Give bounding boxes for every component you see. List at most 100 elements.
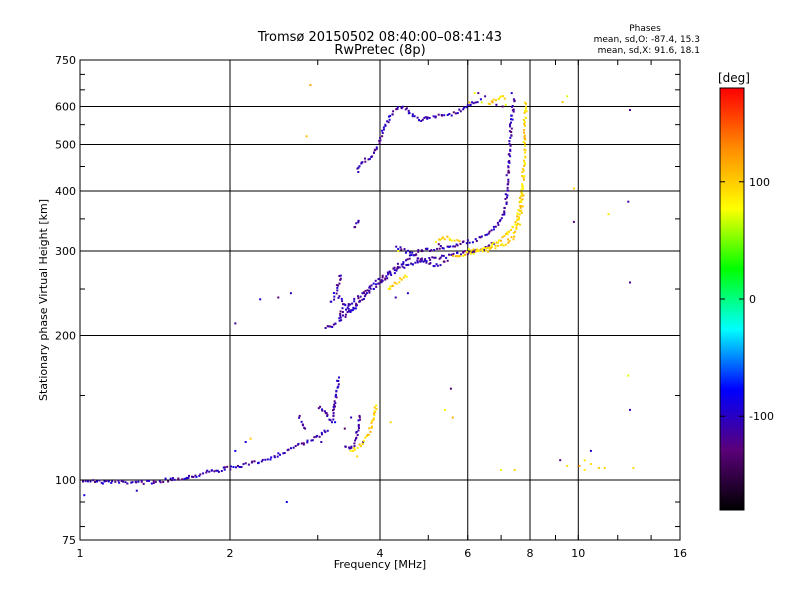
- point-o-mode: [348, 447, 351, 450]
- point-x-mode: [441, 237, 443, 240]
- point-x-mode: [480, 101, 483, 104]
- point-o-mode: [433, 256, 436, 259]
- y-tick-label: 75: [62, 534, 76, 547]
- point-o-mode: [449, 387, 452, 390]
- point-x-mode: [398, 281, 401, 284]
- point-o-mode: [344, 313, 347, 316]
- point-o-mode: [488, 244, 491, 247]
- point-o-mode: [503, 213, 506, 216]
- point-o-mode: [344, 304, 347, 307]
- point-o-mode: [177, 478, 180, 481]
- point-x-mode: [443, 408, 446, 411]
- point-x-mode: [520, 209, 523, 212]
- point-o-mode: [471, 101, 474, 104]
- point-o-mode: [355, 431, 358, 433]
- point-o-mode: [498, 220, 501, 223]
- point-o-mode: [402, 261, 405, 264]
- point-x-mode: [249, 437, 252, 440]
- point-o-mode: [358, 427, 360, 430]
- point-x-mode: [500, 243, 503, 246]
- point-o-mode: [342, 303, 344, 306]
- point-o-mode: [423, 259, 426, 262]
- point-o-mode: [405, 259, 407, 262]
- point-o-mode: [356, 167, 359, 170]
- point-o-mode: [508, 153, 511, 156]
- point-o-mode: [326, 429, 329, 432]
- point-o-mode: [181, 478, 184, 481]
- point-o-mode: [347, 303, 350, 306]
- point-x-mode: [481, 250, 484, 253]
- point-x-mode: [500, 468, 503, 471]
- point-o-mode: [107, 480, 110, 483]
- point-o-mode: [158, 480, 161, 483]
- point-x-mode: [518, 216, 520, 219]
- point-o-mode: [334, 421, 337, 424]
- point-x-mode: [523, 164, 526, 167]
- point-o-mode: [333, 400, 336, 403]
- point-o-mode: [509, 125, 511, 128]
- point-o-mode: [508, 140, 511, 143]
- point-o-mode: [477, 92, 480, 95]
- point-o-mode: [425, 260, 428, 263]
- point-x-mode: [505, 233, 508, 235]
- point-o-mode: [172, 477, 174, 480]
- point-x-mode: [372, 418, 375, 421]
- point-o-mode: [423, 116, 426, 119]
- point-x-mode: [603, 466, 606, 469]
- point-x-mode: [501, 236, 504, 239]
- point-o-mode: [368, 285, 371, 288]
- point-o-mode: [169, 477, 172, 480]
- point-o-mode: [384, 124, 387, 127]
- point-o-mode: [507, 165, 510, 168]
- point-o-mode: [396, 265, 399, 268]
- point-x-mode: [512, 232, 515, 234]
- point-o-mode: [347, 310, 350, 313]
- point-x-mode: [488, 248, 491, 251]
- point-o-mode: [507, 183, 510, 186]
- point-o-mode: [379, 136, 382, 139]
- point-o-mode: [378, 139, 381, 142]
- point-x-mode: [521, 192, 524, 195]
- point-x-mode: [520, 211, 523, 214]
- point-o-mode: [395, 269, 398, 272]
- point-x-mode: [462, 254, 465, 257]
- point-x-mode: [525, 117, 527, 120]
- point-x-mode: [502, 244, 505, 247]
- point-o-mode: [401, 105, 404, 108]
- point-o-mode: [410, 262, 413, 265]
- point-o-mode: [501, 105, 504, 108]
- point-o-mode: [159, 481, 162, 484]
- point-o-mode: [420, 120, 423, 122]
- point-x-mode: [456, 239, 459, 242]
- point-x-mode: [523, 122, 526, 125]
- point-o-mode: [150, 482, 153, 485]
- point-o-mode: [400, 263, 403, 266]
- point-o-mode: [417, 257, 420, 260]
- point-o-mode: [135, 489, 138, 492]
- point-x-mode: [522, 119, 525, 121]
- point-o-mode: [393, 272, 396, 275]
- point-o-mode: [353, 297, 356, 300]
- point-o-mode: [589, 449, 592, 452]
- point-o-mode: [559, 459, 562, 462]
- point-o-mode: [300, 420, 303, 423]
- stats-heading: Phases: [629, 24, 661, 34]
- point-x-mode: [511, 226, 514, 229]
- grid-lines: [80, 60, 680, 540]
- point-x-mode: [483, 247, 486, 249]
- point-o-mode: [375, 146, 378, 149]
- point-o-mode: [412, 254, 415, 257]
- point-o-mode: [426, 116, 429, 119]
- point-o-mode: [510, 92, 513, 95]
- point-o-mode: [321, 433, 323, 436]
- point-o-mode: [368, 286, 371, 289]
- point-x-mode: [502, 95, 504, 98]
- point-o-mode: [395, 108, 398, 111]
- point-o-mode: [290, 447, 292, 450]
- point-o-mode: [396, 262, 399, 265]
- point-o-mode: [365, 292, 368, 295]
- point-x-mode: [366, 433, 369, 436]
- point-o-mode: [501, 213, 504, 216]
- point-o-mode: [509, 136, 512, 139]
